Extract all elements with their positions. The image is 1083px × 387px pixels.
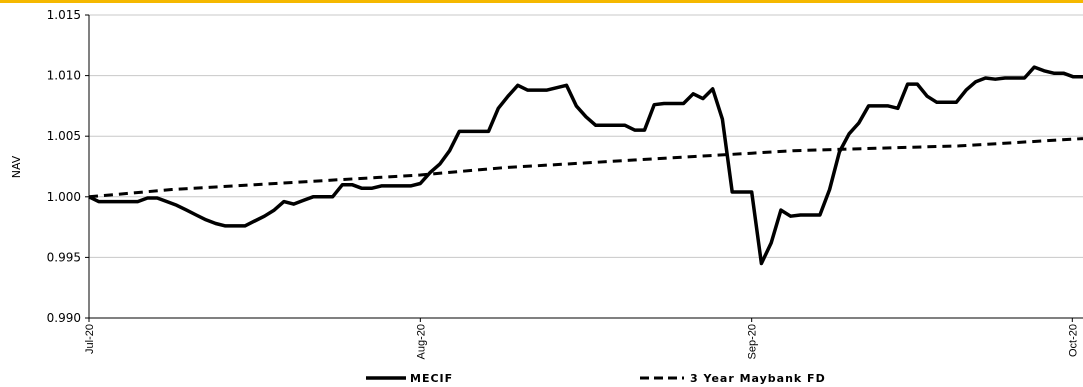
grid-lines [89, 14, 1083, 258]
x-tick-label: Jul-20 [84, 324, 96, 354]
x-tick-label: Aug-20 [415, 324, 427, 359]
legend-label-mecif: MECIF [410, 372, 453, 385]
x-tick-label: Sep-20 [747, 324, 759, 359]
x-tick-label: Oct-20 [1067, 324, 1079, 357]
series-line-maybank-fd [88, 137, 1083, 199]
y-tick-label: 1.015 [47, 8, 81, 22]
series-group [88, 65, 1083, 266]
y-axis-label: NAV [10, 155, 23, 178]
y-tick-label: 1.000 [47, 190, 81, 204]
y-tick-label: 0.990 [47, 311, 81, 325]
axes [88, 15, 1083, 319]
legend-label-maybank-fd: 3 Year Maybank FD [690, 372, 826, 385]
y-tick-label: 1.005 [47, 129, 81, 143]
x-tick-labels: Jul-20 Aug-20 Sep-20 Oct-20 [84, 318, 1079, 359]
y-tick-labels: 0.990 0.995 1.000 1.005 1.010 1.015 [47, 8, 89, 325]
y-tick-label: 0.995 [47, 250, 81, 264]
top-accent-rule [0, 0, 1083, 3]
legend: MECIF 3 Year Maybank FD [366, 372, 826, 385]
series-line-mecif [88, 65, 1083, 266]
y-tick-label: 1.010 [47, 69, 81, 83]
